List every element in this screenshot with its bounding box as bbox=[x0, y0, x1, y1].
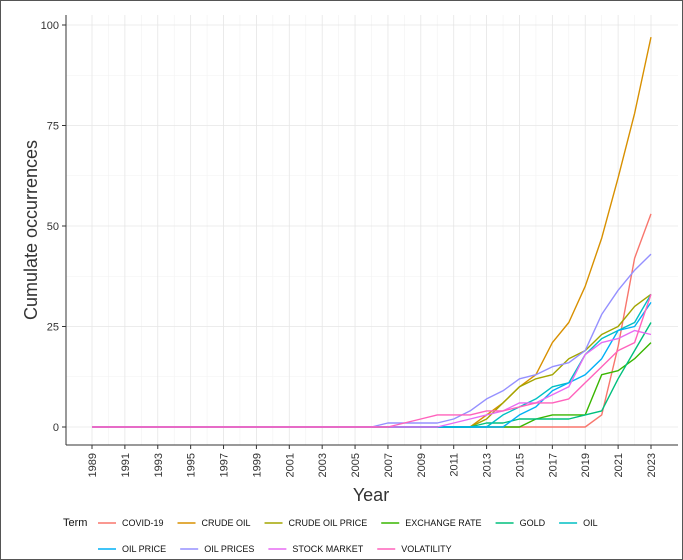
y-tick-label: 0 bbox=[53, 422, 59, 434]
legend-item-covid-19: COVID-19 bbox=[98, 518, 164, 528]
legend-label: EXCHANGE RATE bbox=[405, 518, 481, 528]
legend-title: Term bbox=[63, 517, 87, 529]
legend-label: VOLATILITY bbox=[401, 544, 451, 554]
series-lines bbox=[92, 36, 652, 428]
x-ticks: 1989 1991 1993 1995 1997 1999 2001 2003 2005 2007… bbox=[87, 445, 658, 477]
series-line-oil-prices bbox=[92, 253, 652, 428]
y-tick-label: 25 bbox=[47, 322, 59, 334]
x-tick-label: 1993 bbox=[153, 453, 165, 477]
y-axis-title: Cumulate occurrences bbox=[21, 140, 41, 320]
axes bbox=[65, 15, 678, 446]
legend-label: OIL bbox=[583, 518, 598, 528]
x-tick-label: 2019 bbox=[580, 453, 592, 477]
legend-item-oil-price: OIL PRICE bbox=[98, 544, 166, 554]
series-line-crude-oil-price bbox=[92, 293, 652, 428]
legend-item-volatility: VOLATILITY bbox=[377, 544, 452, 554]
x-tick-label: 2011 bbox=[449, 453, 461, 477]
legend-label: OIL PRICE bbox=[122, 544, 166, 554]
x-tick-label: 1989 bbox=[87, 453, 99, 477]
x-axis-title: Year bbox=[353, 485, 389, 505]
x-tick-label: 2009 bbox=[416, 453, 428, 477]
legend-item-oil-prices: OIL PRICES bbox=[180, 544, 254, 554]
x-tick-label: 2003 bbox=[317, 453, 329, 477]
legend-label: CRUDE OIL bbox=[202, 518, 251, 528]
y-tick-label: 75 bbox=[47, 121, 59, 133]
x-tick-label: 2017 bbox=[547, 453, 559, 477]
x-tick-label: 2015 bbox=[514, 453, 526, 477]
x-tick-label: 1995 bbox=[186, 453, 198, 477]
series-line-gold bbox=[92, 322, 652, 428]
legend-label: OIL PRICES bbox=[204, 544, 254, 554]
y-tick-label: 50 bbox=[47, 221, 59, 233]
y-ticks: 0 25 50 75 100 bbox=[41, 20, 66, 434]
legend: Term COVID-19 CRUDE OIL CRUDE OIL PRICE EXC… bbox=[63, 517, 598, 554]
legend-label: COVID-19 bbox=[122, 518, 164, 528]
legend-item-exchange-rate: EXCHANGE RATE bbox=[381, 518, 482, 528]
x-tick-label: 2001 bbox=[284, 453, 296, 477]
x-tick-label: 2023 bbox=[646, 453, 658, 477]
legend-label: STOCK MARKET bbox=[292, 544, 363, 554]
series-line-volatility bbox=[92, 294, 652, 428]
legend-item-gold: GOLD bbox=[495, 518, 546, 528]
x-tick-label: 1991 bbox=[120, 453, 132, 477]
x-tick-label: 1997 bbox=[219, 453, 231, 477]
legend-label: GOLD bbox=[520, 518, 546, 528]
x-tick-label: 2005 bbox=[350, 453, 362, 477]
legend-item-oil: OIL bbox=[559, 518, 598, 528]
series-line-oil-price bbox=[92, 302, 652, 428]
legend-item-crude-oil: CRUDE OIL bbox=[177, 518, 251, 528]
legend-item-stock-market: STOCK MARKET bbox=[268, 544, 364, 554]
legend-item-crude-oil-price: CRUDE OIL PRICE bbox=[264, 518, 368, 528]
x-tick-label: 1999 bbox=[251, 453, 263, 477]
legend-label: CRUDE OIL PRICE bbox=[289, 518, 368, 528]
x-tick-label: 2007 bbox=[383, 453, 395, 477]
x-tick-label: 2013 bbox=[482, 453, 494, 477]
y-tick-label: 100 bbox=[41, 20, 59, 32]
x-tick-label: 2021 bbox=[613, 453, 625, 477]
